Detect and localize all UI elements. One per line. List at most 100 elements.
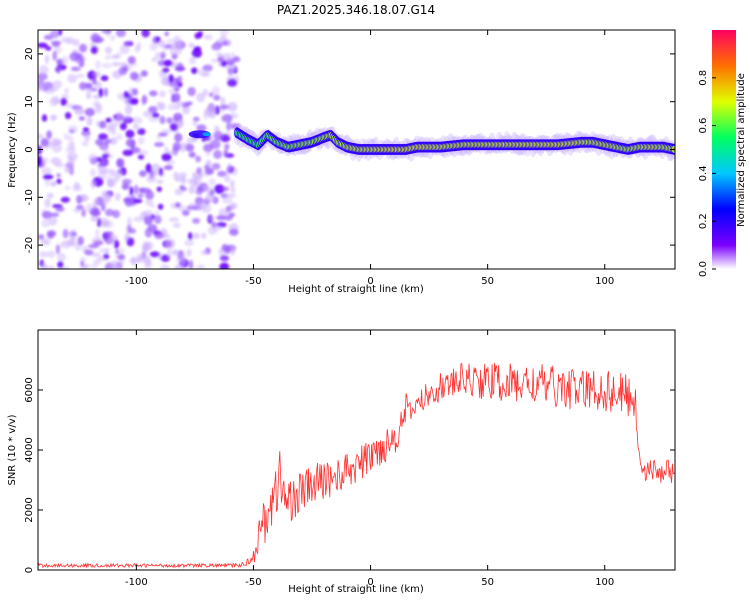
noise-blob <box>213 130 224 141</box>
noise-blob <box>220 60 228 67</box>
noise-blob <box>219 262 230 269</box>
noise-blob <box>91 207 100 217</box>
noise-blob <box>55 206 65 212</box>
noise-blob <box>202 110 209 120</box>
noise-blob <box>60 196 70 203</box>
noise-blob <box>143 215 153 226</box>
noise-blob <box>121 183 130 190</box>
noise-blob <box>181 102 190 108</box>
noise-blob <box>158 167 164 177</box>
noise-blob <box>125 138 136 148</box>
noise-blob <box>46 192 54 199</box>
noise-blob <box>44 177 50 187</box>
noise-blob <box>88 244 99 249</box>
spectrogram-y-tick-label: 0 <box>24 146 35 152</box>
noise-blob <box>115 30 126 38</box>
noise-blob <box>169 123 178 132</box>
noise-blob <box>48 216 58 226</box>
noise-blob <box>38 155 43 165</box>
noise-blob <box>225 205 232 213</box>
noise-blob <box>111 61 121 67</box>
noise-blob <box>100 160 109 167</box>
noise-blob <box>102 153 110 159</box>
noise-blob <box>116 111 123 119</box>
noise-blob <box>70 231 77 237</box>
noise-blob <box>146 175 157 184</box>
noise-blob <box>167 248 172 259</box>
noise-blob <box>164 31 169 37</box>
noise-blob <box>149 90 158 97</box>
noise-blob <box>84 134 90 142</box>
noise-blob <box>101 189 108 199</box>
noise-blob <box>70 66 81 72</box>
spectrogram-x-tick-label: 50 <box>481 276 494 287</box>
noise-blob <box>174 103 181 111</box>
noise-blob <box>69 236 76 247</box>
noise-blob <box>60 97 68 106</box>
noise-blob <box>115 169 123 179</box>
noise-blob <box>151 163 161 174</box>
noise-blob <box>125 129 135 139</box>
noise-blob <box>213 94 221 101</box>
noise-blob <box>103 87 108 97</box>
noise-blob <box>98 248 108 253</box>
spectrogram-x-tick-label: 0 <box>367 276 373 287</box>
noise-blob <box>78 116 86 121</box>
noise-blob <box>84 249 94 256</box>
noise-blob <box>42 263 48 269</box>
noise-blob <box>208 92 214 98</box>
noise-blob <box>104 46 113 55</box>
noise-blob <box>163 165 173 171</box>
noise-blob <box>111 117 122 126</box>
noise-blob <box>189 202 196 208</box>
noise-blob <box>196 167 203 175</box>
noise-blob <box>174 86 180 92</box>
noise-blob <box>172 222 181 228</box>
noise-blob <box>194 32 201 39</box>
noise-blob <box>187 232 193 241</box>
noise-blob <box>131 116 143 125</box>
noise-blob <box>125 230 130 240</box>
colorbar-tick-label: 0.6 <box>698 118 709 134</box>
noise-blob <box>192 232 200 239</box>
noise-blob <box>191 67 198 74</box>
spectrogram-y-tick-label: 20 <box>24 48 35 61</box>
noise-blob <box>216 215 226 221</box>
snr-y-ticks: 0 2000 4000 6000 <box>24 377 675 573</box>
noise-blob <box>197 173 202 183</box>
colorbar-label: Normalized spectral amplitude <box>736 73 747 227</box>
noise-blob <box>119 122 127 131</box>
colorbar-tick-label: 0.4 <box>698 165 709 181</box>
noise-blob <box>131 256 136 267</box>
noise-blob <box>104 231 114 236</box>
colorbar-tick-label: 0.2 <box>698 213 709 229</box>
noise-blob <box>41 157 49 164</box>
noise-blob <box>188 43 195 48</box>
snr-y-label: SNR (10 * v/v) <box>7 414 18 485</box>
spectrogram-y-tick-label: -20 <box>24 237 35 253</box>
snr-x-tick-label: 100 <box>595 577 614 588</box>
noise-blob <box>143 110 151 118</box>
noise-blob <box>232 56 241 63</box>
noise-blob <box>81 208 86 218</box>
noise-blob <box>227 68 234 76</box>
noise-blob <box>162 67 170 73</box>
snr-x-tick-label: -50 <box>245 577 261 588</box>
noise-blob <box>51 95 60 105</box>
noise-blob <box>161 153 172 162</box>
noise-blob <box>127 216 132 226</box>
noise-blob <box>221 114 233 123</box>
noise-blob <box>93 71 101 78</box>
noise-blob <box>74 107 84 116</box>
noise-blob <box>155 101 164 110</box>
noise-blob <box>95 60 101 70</box>
noise-blob <box>224 143 230 150</box>
noise-blob <box>44 198 51 208</box>
noise-blob <box>145 198 154 206</box>
noise-blob <box>219 40 224 46</box>
noise-blob <box>64 88 69 94</box>
noise-blob <box>38 42 48 48</box>
noise-blob <box>101 197 108 206</box>
noise-blob <box>124 197 133 207</box>
